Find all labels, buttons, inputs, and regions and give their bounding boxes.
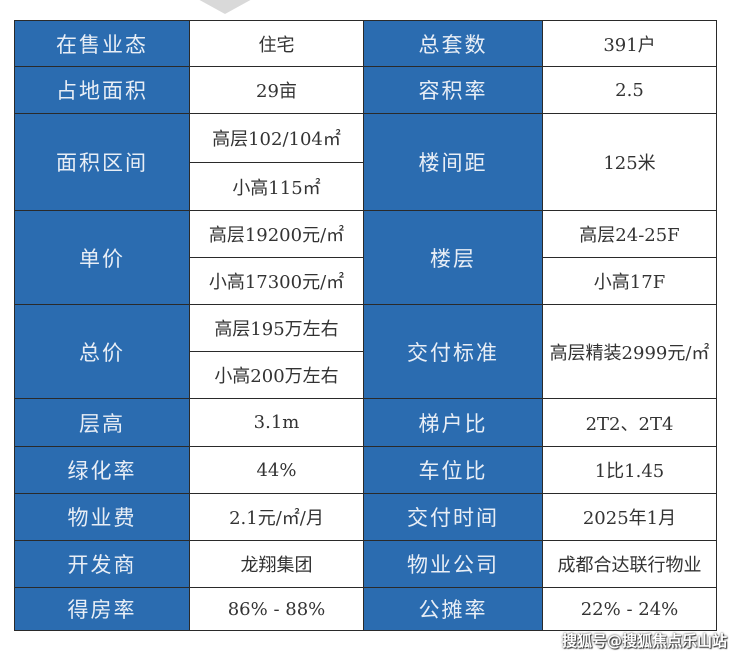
table-row: 面积区间 高层102/104㎡ 楼间距 125米 xyxy=(14,113,717,211)
label-cell: 容积率 xyxy=(363,66,543,114)
value-cell: 小高17F xyxy=(542,257,717,305)
table-row: 占地面积 29亩 容积率 2.5 xyxy=(14,66,717,114)
table-row: 开发商 龙翔集团 物业公司 成都合达联行物业 xyxy=(14,540,717,588)
value-cell: 86% - 88% xyxy=(189,587,364,631)
value-cell: 2.5 xyxy=(542,66,717,114)
label-cell: 在售业态 xyxy=(14,20,190,67)
value-cell: 1比1.45 xyxy=(542,446,717,494)
label-cell: 得房率 xyxy=(14,587,190,631)
label-cell: 层高 xyxy=(14,398,190,447)
label-cell: 占地面积 xyxy=(14,66,190,114)
label-cell: 总套数 xyxy=(363,20,543,67)
label-cell: 开发商 xyxy=(14,540,190,588)
watermark-text: 搜狐号@搜狐焦点乐山站 xyxy=(562,632,728,650)
table-row: 得房率 86% - 88% 公摊率 22% - 24% xyxy=(14,587,717,631)
table-row: 在售业态 住宅 总套数 391户 xyxy=(14,20,717,67)
value-cell: 成都合达联行物业 xyxy=(542,540,717,588)
label-cell: 楼层 xyxy=(363,210,543,305)
value-cell: 住宅 xyxy=(189,20,364,67)
label-cell: 梯户比 xyxy=(363,398,543,447)
label-cell: 物业公司 xyxy=(363,540,543,588)
property-info-table: 在售业态 住宅 总套数 391户 占地面积 29亩 容积率 2.5 面积区间 高… xyxy=(14,20,717,631)
value-cell: 龙翔集团 xyxy=(189,540,364,588)
value-cell: 高层19200元/㎡ xyxy=(189,210,364,258)
label-cell: 楼间距 xyxy=(363,113,543,211)
table-row: 小高17300元/㎡ 小高17F xyxy=(15,257,717,305)
value-cell: 2025年1月 xyxy=(542,493,717,541)
table-row: 小高115㎡ xyxy=(15,162,717,211)
value-cell: 小高115㎡ xyxy=(189,162,364,211)
value-cell: 高层102/104㎡ xyxy=(189,113,364,163)
table-row: 小高200万左右 xyxy=(15,351,717,399)
label-cell: 面积区间 xyxy=(14,113,190,211)
value-cell: 小高200万左右 xyxy=(189,351,364,399)
table-row: 总价 高层195万左右 交付标准 高层精装2999元/㎡ xyxy=(14,304,717,399)
label-cell: 车位比 xyxy=(363,446,543,494)
value-cell: 2.1元/㎡/月 xyxy=(189,493,364,541)
value-cell: 小高17300元/㎡ xyxy=(189,257,364,305)
label-cell: 交付时间 xyxy=(363,493,543,541)
label-cell: 交付标准 xyxy=(363,304,543,399)
table-row: 绿化率 44% 车位比 1比1.45 xyxy=(14,446,717,494)
value-cell: 高层195万左右 xyxy=(189,304,364,352)
table-row: 物业费 2.1元/㎡/月 交付时间 2025年1月 xyxy=(14,493,717,541)
value-cell: 高层精装2999元/㎡ xyxy=(542,304,717,399)
label-cell: 公摊率 xyxy=(363,587,543,631)
label-cell: 单价 xyxy=(14,210,190,305)
value-cell: 高层24-25F xyxy=(542,210,717,258)
value-cell: 22% - 24% xyxy=(542,587,717,631)
table-row: 单价 高层19200元/㎡ 楼层 高层24-25F xyxy=(14,210,717,305)
label-cell: 绿化率 xyxy=(14,446,190,494)
value-cell: 29亩 xyxy=(189,66,364,114)
watermark-shape xyxy=(145,0,305,14)
table-row: 层高 3.1m 梯户比 2T2、2T4 xyxy=(14,398,717,447)
label-cell: 物业费 xyxy=(14,493,190,541)
value-cell: 3.1m xyxy=(189,398,364,447)
value-cell: 2T2、2T4 xyxy=(542,398,717,447)
value-cell: 125米 xyxy=(542,113,717,211)
label-cell: 总价 xyxy=(14,304,190,399)
value-cell: 44% xyxy=(189,446,364,494)
value-cell: 391户 xyxy=(542,20,717,67)
